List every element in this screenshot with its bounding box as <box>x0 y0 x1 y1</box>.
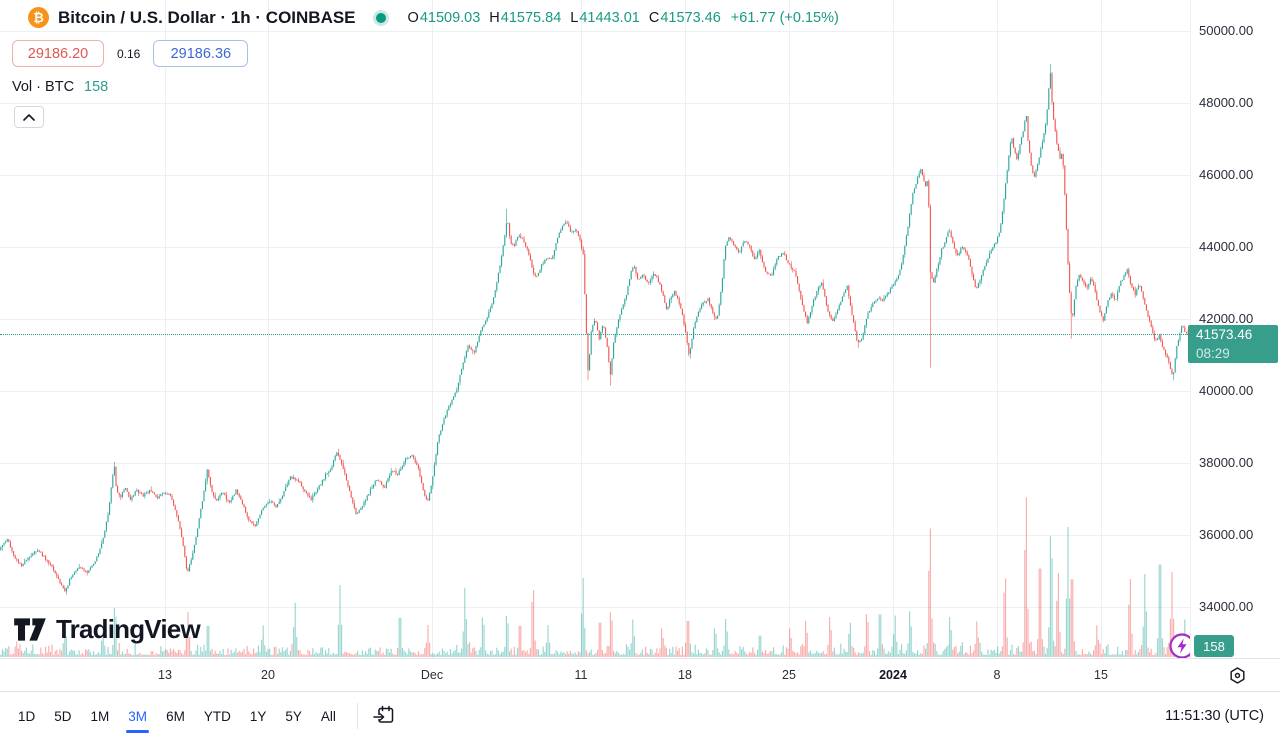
price-scale-label: 46000.00 <box>1199 167 1254 182</box>
close-label: C <box>648 9 660 26</box>
date-range-switcher: 1D 5D 1M 3M 6M YTD 1Y 5Y All <box>18 704 355 733</box>
time-scale-label: 2024 <box>879 668 907 682</box>
volume-legend-row: Vol · BTC 158 <box>12 79 108 95</box>
symbol-legend-row: ₿ Bitcoin / U.S. Dollar · 1h · COINBASE … <box>28 7 839 28</box>
sell-button[interactable]: 29186.20 <box>12 40 104 67</box>
price-scale-label: 42000.00 <box>1199 311 1254 326</box>
bar-countdown: 08:29 <box>1196 346 1230 361</box>
time-scale-label: 8 <box>993 668 1001 682</box>
chevron-up-icon <box>22 110 36 125</box>
last-price-line <box>0 333 1190 335</box>
symbol-title[interactable]: Bitcoin / U.S. Dollar · 1h · COINBASE <box>58 7 356 27</box>
time-scale-label: 18 <box>678 668 692 682</box>
range-button-6m[interactable]: 6M <box>166 704 185 729</box>
open-label: O <box>407 9 419 26</box>
ohlc-values: O 41509.03 H 41575.84 L 41443.01 C 41573.46 … <box>408 10 839 26</box>
realtime-lightning-icon <box>1168 632 1190 658</box>
range-button-5d[interactable]: 5D <box>54 704 71 729</box>
price-scale-label: 44000.00 <box>1199 239 1254 254</box>
price-scale-label: 48000.00 <box>1199 95 1254 110</box>
toolbar-divider <box>356 703 358 729</box>
time-scale[interactable]: 13 20 Dec 11 18 25 2024 8 15 <box>0 658 1280 692</box>
high-label: H <box>489 9 500 26</box>
chart-pane[interactable]: TradingView ₿ Bitcoin / U.S. Dollar · 1h… <box>0 0 1190 658</box>
range-button-1d[interactable]: 1D <box>18 704 35 729</box>
buy-button[interactable]: 29186.36 <box>153 40 249 67</box>
time-scale-label: 11 <box>574 668 588 682</box>
time-scale-label: 13 <box>158 668 172 682</box>
open-value: 41509.03 <box>419 9 481 26</box>
change-value: +61.77 (+0.15%) <box>730 9 839 26</box>
volume-indicator-label[interactable]: Vol · BTC <box>12 79 75 95</box>
price-scale-label: 34000.00 <box>1199 599 1254 614</box>
range-button-1y[interactable]: 1Y <box>250 704 267 729</box>
low-label: L <box>570 9 579 26</box>
range-button-5y[interactable]: 5Y <box>285 704 302 729</box>
last-price-tag-value: 41573.46 <box>1196 327 1253 342</box>
price-scale-label: 36000.00 <box>1199 527 1254 542</box>
range-button-ytd[interactable]: YTD <box>204 704 231 729</box>
tradingview-logo: TradingView <box>13 614 201 645</box>
range-button-1m[interactable]: 1M <box>91 704 110 729</box>
last-price-tag: 41573.46 08:29 <box>1188 325 1278 363</box>
time-scale-label: 20 <box>261 668 275 682</box>
volume-indicator-value: 158 <box>84 79 109 95</box>
tradingview-logo-icon <box>13 617 47 642</box>
go-to-date-button[interactable] <box>372 703 396 730</box>
price-scale-label: 38000.00 <box>1199 455 1254 470</box>
bottom-toolbar: 1D 5D 1M 3M 6M YTD 1Y 5Y All 11:51:30 (UTC) <box>0 692 1280 740</box>
scale-settings-icon[interactable] <box>1226 664 1249 692</box>
collapse-legend-button[interactable] <box>14 106 44 128</box>
calendar-arrow-icon <box>372 703 396 730</box>
volume-value-tag: 158 <box>1194 635 1234 657</box>
clock-utc[interactable]: 11:51:30 (UTC) <box>1165 708 1264 724</box>
candlestick-chart-canvas[interactable] <box>0 0 1190 658</box>
quote-buttons-row: 29186.20 0.16 29186.36 <box>12 40 249 67</box>
time-scale-label: 15 <box>1094 668 1108 682</box>
market-status-dot[interactable] <box>375 12 386 23</box>
tradingview-logo-text: TradingView <box>56 614 201 644</box>
range-button-all[interactable]: All <box>321 704 336 729</box>
bitcoin-icon: ₿ <box>28 7 49 28</box>
time-scale-label: 25 <box>782 668 796 682</box>
range-button-3m[interactable]: 3M <box>126 704 149 733</box>
spread-value: 0.16 <box>117 46 141 61</box>
price-scale-label: 50000.00 <box>1199 23 1254 38</box>
price-scale-label: 40000.00 <box>1199 383 1254 398</box>
time-scale-label: Dec <box>420 668 444 682</box>
close-value: 41573.46 <box>660 9 721 26</box>
low-value: 41443.01 <box>579 9 640 26</box>
high-value: 41575.84 <box>500 9 562 26</box>
